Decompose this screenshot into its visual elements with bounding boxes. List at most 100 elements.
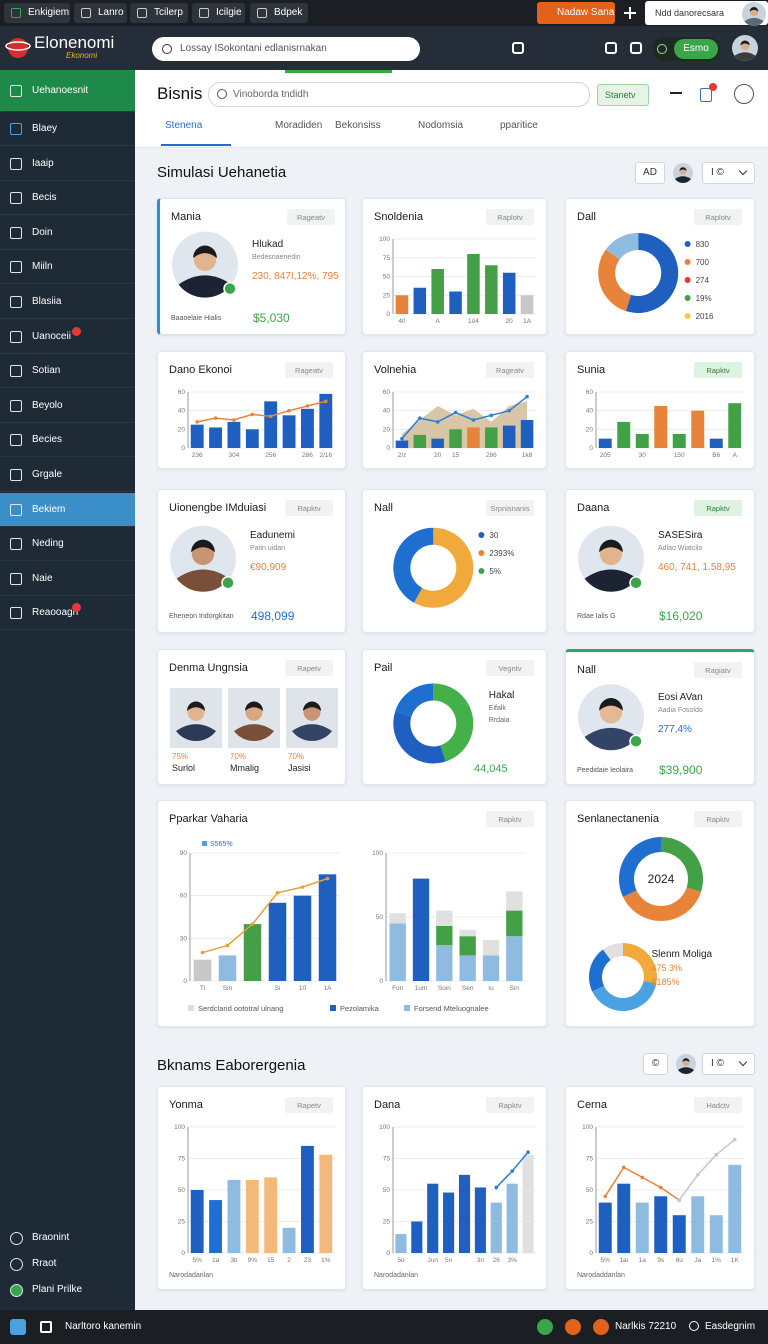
card-button[interactable]: Rapktv (694, 811, 742, 827)
sidebar-item[interactable]: Sotian (0, 354, 135, 389)
section-control[interactable]: AD (635, 162, 665, 184)
status-text[interactable]: Easdegnim (705, 1321, 756, 1332)
card-button[interactable]: Rapktv (694, 500, 742, 516)
browser-tab[interactable]: Enkigiem (4, 3, 70, 23)
card-button[interactable]: Rapktv (694, 362, 742, 378)
card-body: Sunia Rapktv 0 20 40 60 205 30 150 B6 A (577, 362, 744, 459)
card-button-label: Rapktv (297, 504, 321, 513)
card-button-bg (486, 362, 534, 378)
chart-caption: Narodadanlan (374, 1272, 418, 1279)
esmo-button[interactable]: Esmo (652, 37, 720, 61)
page-tab[interactable]: Nodomsia (418, 120, 464, 131)
section-dropdown[interactable]: I © (702, 1053, 755, 1075)
card-title: Dano Ekonoi (169, 364, 232, 376)
person-percent: 70% (230, 752, 246, 761)
sidebar-item[interactable]: Grgale (0, 458, 135, 492)
card-button[interactable]: Vegntv (486, 660, 534, 676)
browser-tab[interactable]: Lanro (74, 3, 127, 23)
sidebar-footer-item[interactable]: Plani Prilke (0, 1278, 135, 1302)
sidebar-item[interactable]: Iaaip (0, 147, 135, 181)
user-menu[interactable]: Ndd danorecsara (645, 1, 768, 27)
lock-icon[interactable] (605, 42, 617, 54)
sidebar-item[interactable]: Becies (0, 423, 135, 458)
sidebar-item[interactable]: Blasiia (0, 285, 135, 319)
x-tick-label: 1K (731, 1257, 740, 1264)
status-icon[interactable] (537, 1319, 553, 1335)
line-point (714, 1152, 719, 1157)
bar (431, 438, 444, 448)
sidebar-item[interactable]: Beyolo (0, 389, 135, 423)
sidebar-footer-item[interactable]: Rraot (0, 1252, 135, 1276)
bag-icon[interactable] (512, 42, 524, 54)
x-tick-label: 23 (304, 1257, 312, 1264)
x-tick-label: Jun (427, 1257, 438, 1264)
status-icon[interactable] (565, 1319, 581, 1335)
sidebar-item[interactable]: Uanoceii (0, 320, 135, 354)
profile-stats: 460, 741, 1.58,95 (658, 562, 736, 573)
section-control[interactable]: © (643, 1053, 668, 1075)
card-button[interactable]: Raplotv (486, 209, 534, 225)
sidebar-item[interactable]: Doin (0, 216, 135, 250)
x-tick-label: A (436, 318, 441, 325)
filter-button[interactable]: Stanetv (597, 84, 649, 106)
line-point (471, 418, 476, 422)
x-tick-label: 256 (265, 452, 276, 459)
page-tab[interactable]: Bekonsiss (335, 120, 381, 131)
status-icon[interactable] (593, 1319, 609, 1335)
tab-icon (11, 8, 21, 18)
x-tick-label: 286 (302, 452, 313, 459)
card-button[interactable]: Ragiatv (694, 662, 742, 678)
card-button[interactable]: Rapktv (486, 1097, 534, 1113)
help-icon[interactable] (734, 84, 754, 104)
card-button[interactable]: Raplotv (694, 209, 742, 225)
bar (709, 438, 723, 448)
browser-tab[interactable]: Icilgie (192, 3, 245, 23)
profile-name: Eadunemi (250, 530, 295, 541)
y-tick-label: 60 (178, 389, 186, 396)
card-button[interactable]: Rapktv (486, 811, 534, 827)
bar (282, 415, 296, 448)
donut-segment (603, 943, 623, 961)
browser-tab[interactable]: Bdpek (250, 3, 308, 23)
card-body: Nall Ragiatv Eosi AVan Aadia Fosoldo 277,4% P… (577, 662, 742, 777)
card-body: Pparkar Vaharia Rapktv 0 30 60 90 Ti Sin Si 10 1A S… (169, 811, 534, 1013)
page-tab[interactable]: Stenena (165, 120, 203, 131)
card-button[interactable]: Rapetv (285, 1097, 333, 1113)
search-icon[interactable] (630, 42, 642, 54)
sidebar-item[interactable]: Blaey (0, 112, 135, 146)
sidebar-item[interactable]: Naie (0, 562, 135, 596)
y-tick-label: 90 (180, 850, 188, 857)
page-tab[interactable]: Moradiden (275, 120, 323, 131)
card-button-label: Rapktv (706, 366, 730, 375)
card-button[interactable]: Hadctv (694, 1097, 742, 1113)
y-tick-label: 0 (589, 1250, 593, 1257)
card-button[interactable]: Rageatv (287, 209, 335, 225)
esmo-label[interactable]: Esmo (674, 39, 718, 59)
sidebar-item[interactable]: Miiln (0, 250, 135, 285)
bar (218, 955, 237, 981)
sidebar-item[interactable]: Neding (0, 527, 135, 562)
sidebar-item[interactable]: Bekiem (0, 492, 135, 527)
share-icon[interactable] (670, 92, 682, 94)
card-button[interactable]: Srpnisnanis (486, 500, 534, 516)
page-search[interactable]: Vinoborda tndidh (208, 82, 590, 107)
bar (264, 401, 278, 448)
y-tick-label: 0 (181, 445, 185, 452)
notify-icon[interactable] (700, 88, 712, 102)
alert-button[interactable]: Nadaw Sana (537, 2, 615, 24)
sidebar-item[interactable]: Becis (0, 181, 135, 216)
tab-icon (137, 8, 147, 18)
line-point (195, 420, 199, 424)
sidebar-item[interactable]: Reaooagn (0, 596, 135, 631)
card-button[interactable]: Rapktv (285, 500, 333, 516)
card-button[interactable]: Rageatv (486, 362, 534, 378)
x-tick-label: 9% (248, 1257, 258, 1264)
card-button[interactable]: Rapetv (285, 660, 333, 676)
sidebar-footer-item[interactable]: Braonint (0, 1226, 135, 1250)
search-box[interactable]: Lossay ISokontani edlanisrnakan (152, 37, 420, 61)
section-dropdown[interactable]: I © (702, 162, 755, 184)
page-tab[interactable]: pparitice (500, 120, 538, 131)
card-button[interactable]: Rageatv (285, 362, 333, 378)
sidebar-item[interactable]: Uehanoesnit (0, 70, 135, 112)
browser-tab[interactable]: Tcilerp (130, 3, 188, 23)
